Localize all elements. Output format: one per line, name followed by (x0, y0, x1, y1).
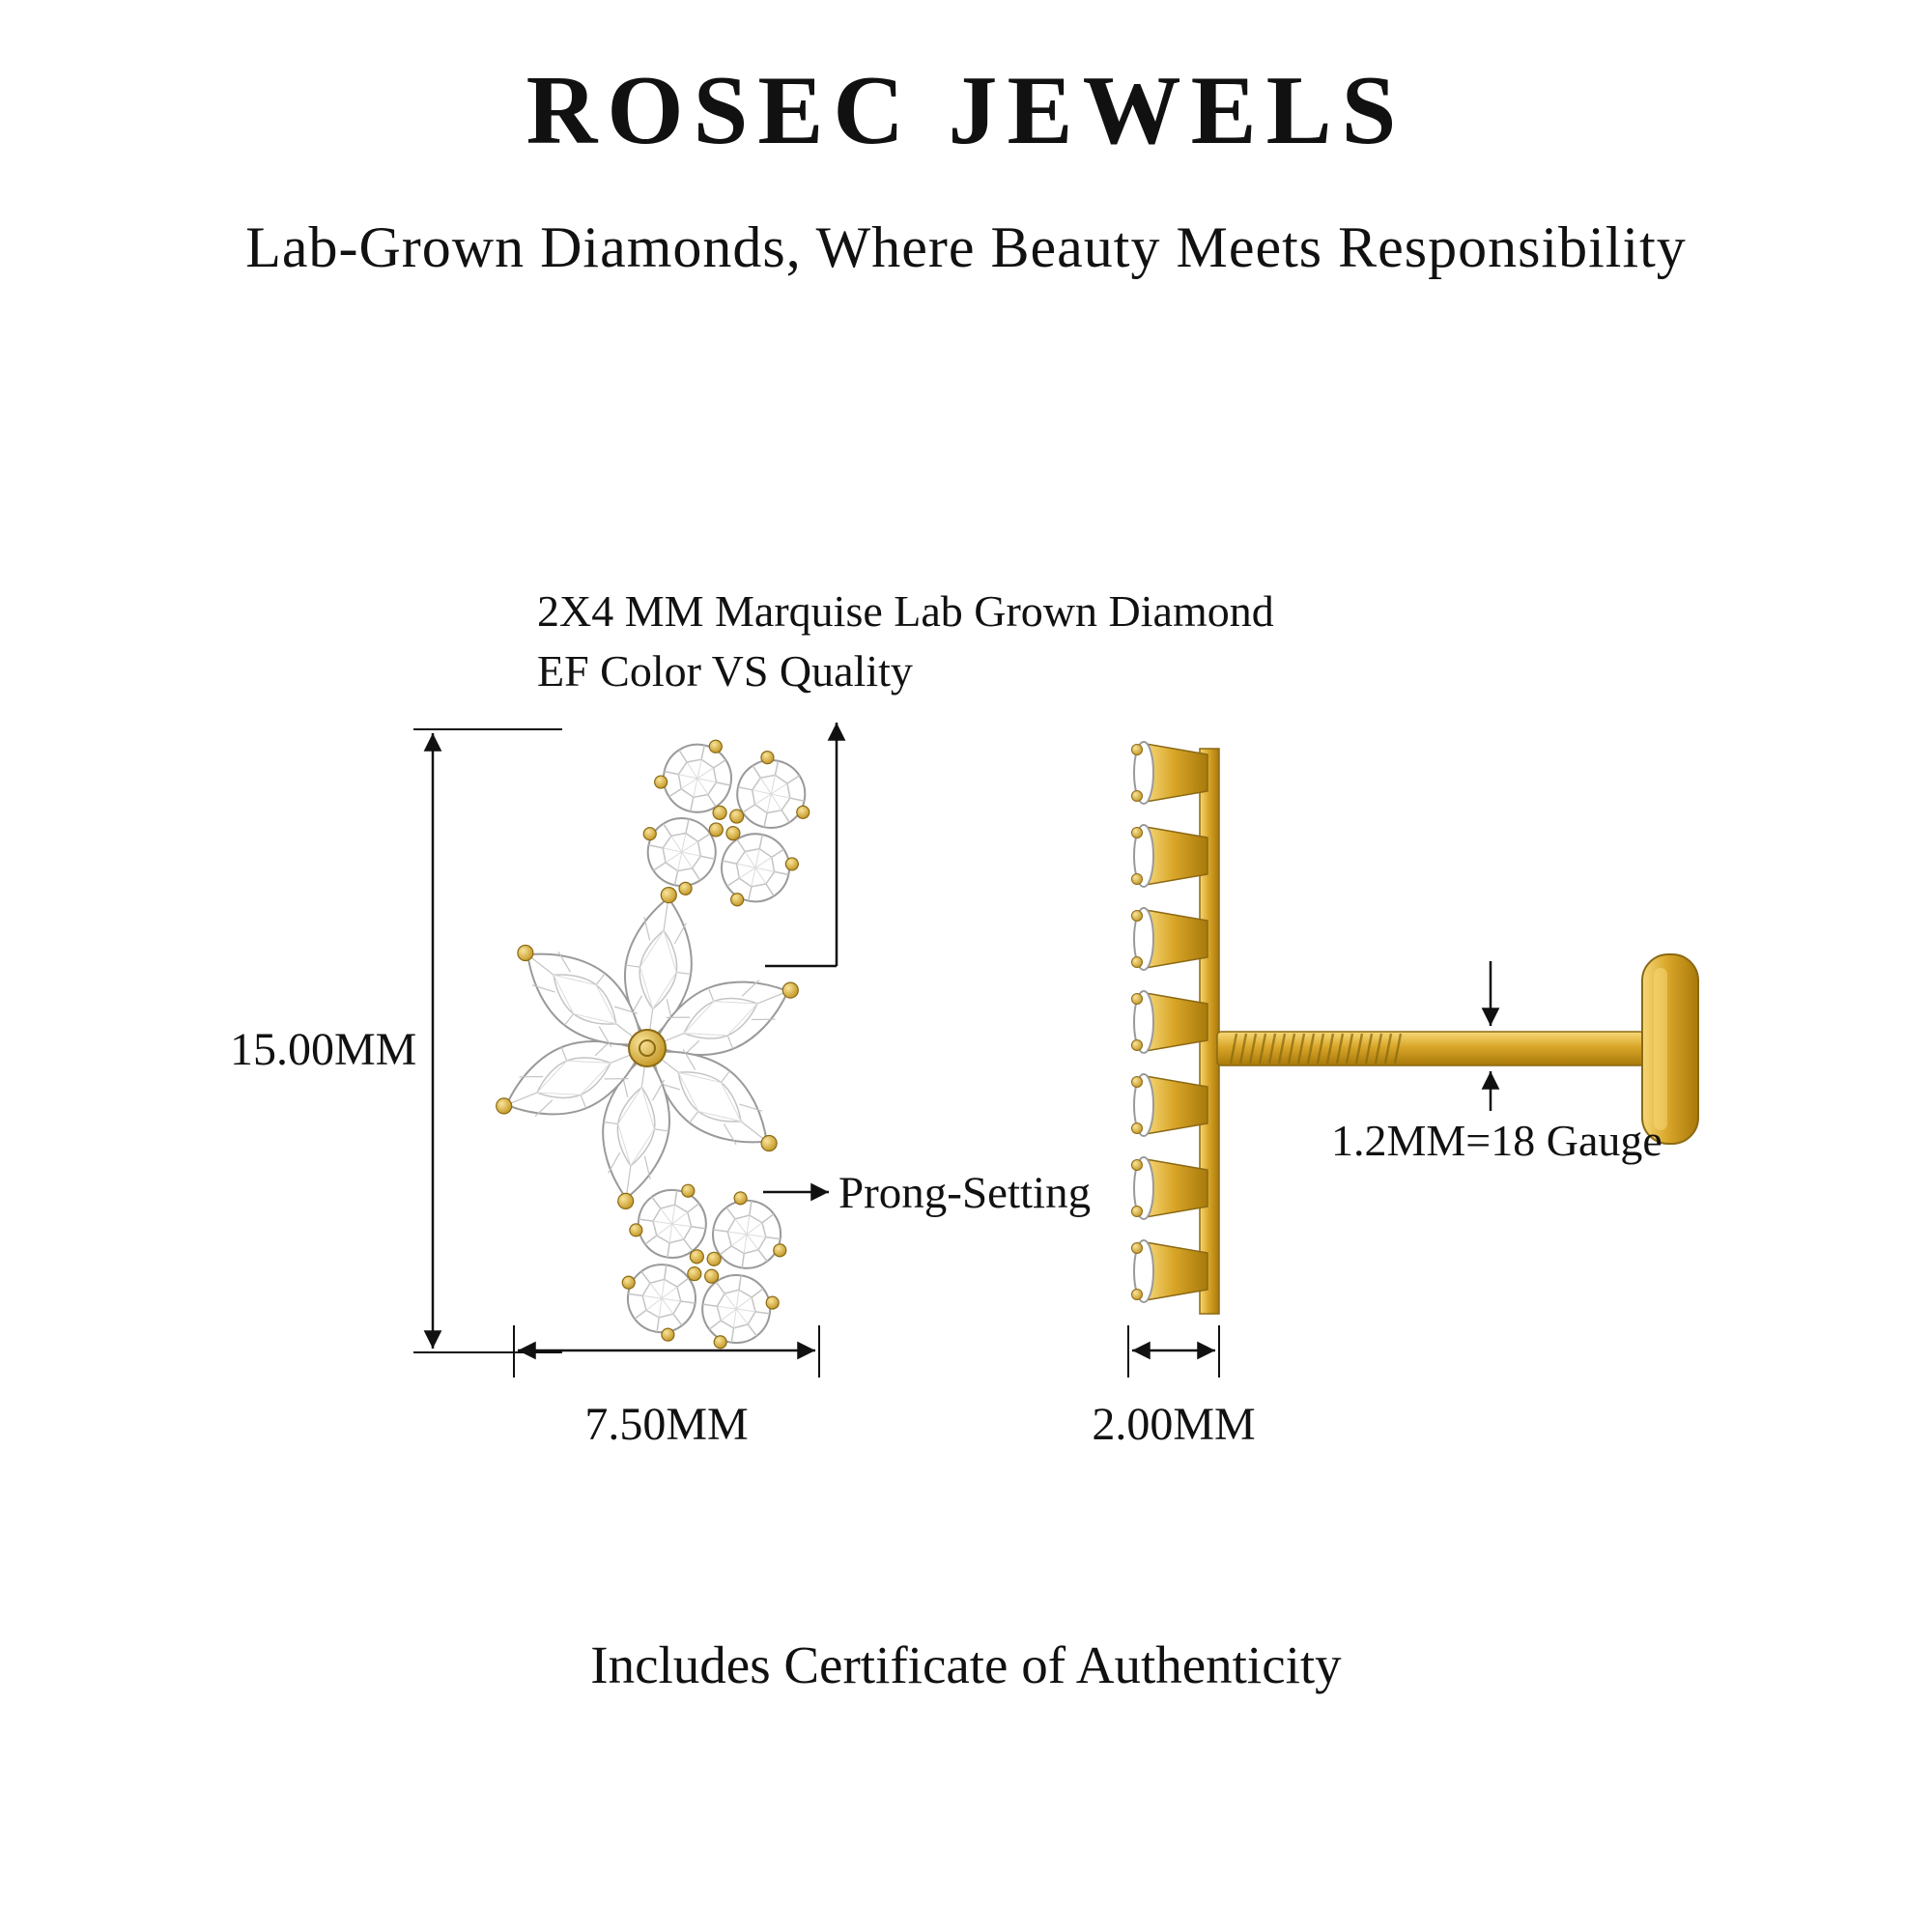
side-setting (1130, 1239, 1208, 1303)
height-dimension-label: 15.00MM (230, 1024, 416, 1075)
bottom-diamond-cluster (615, 1178, 794, 1356)
side-setting (1130, 741, 1208, 805)
prong-dot (660, 887, 677, 904)
certificate-note: Includes Certificate of Authenticity (590, 1635, 1342, 1694)
gauge-label: 1.2MM=18 Gauge (1331, 1116, 1662, 1165)
prong-dot (781, 981, 799, 999)
width-dimension: 7.50MM (513, 1325, 820, 1450)
prong-setting-annotation: Prong-Setting (763, 1168, 1091, 1218)
front-view-illustration (493, 729, 820, 1356)
brand-tagline: Lab-Grown Diamonds, Where Beauty Meets R… (245, 215, 1687, 279)
side-setting (1130, 990, 1208, 1054)
side-setting (1130, 824, 1208, 888)
stone-spec-line1: 2X4 MM Marquise Lab Grown Diamond (537, 586, 1274, 636)
top-diamond-cluster (633, 729, 820, 917)
post-threads (1229, 1033, 1403, 1065)
stone-spec-annotation: 2X4 MM Marquise Lab Grown Diamond EF Col… (537, 586, 1274, 968)
brand-title: ROSEC JEWELS (526, 56, 1406, 165)
width-dimension-label: 7.50MM (584, 1399, 748, 1450)
marquise-flower (493, 887, 802, 1209)
side-setting (1130, 1073, 1208, 1137)
height-extension-ticks (413, 728, 562, 1353)
depth-dimension-label: 2.00MM (1092, 1399, 1255, 1450)
prong-dot (760, 1134, 778, 1152)
depth-extension-ticks (1127, 1325, 1220, 1378)
prong-dot (517, 944, 534, 962)
prong-dot (617, 1192, 635, 1209)
height-dimension: 15.00MM (230, 728, 562, 1353)
prong-dot (496, 1097, 513, 1115)
side-view-illustration (1130, 741, 1699, 1315)
side-setting (1130, 907, 1208, 971)
disc-highlight (1654, 968, 1667, 1130)
width-extension-ticks (513, 1325, 820, 1378)
stone-spec-line2: EF Color VS Quality (537, 646, 913, 696)
prong-setting-label: Prong-Setting (838, 1168, 1091, 1218)
side-setting (1130, 1156, 1208, 1220)
flower-center-ring (639, 1039, 656, 1057)
flower-center-bead (628, 1029, 667, 1067)
gauge-annotation: 1.2MM=18 Gauge (1331, 961, 1662, 1165)
depth-dimension: 2.00MM (1092, 1325, 1256, 1450)
